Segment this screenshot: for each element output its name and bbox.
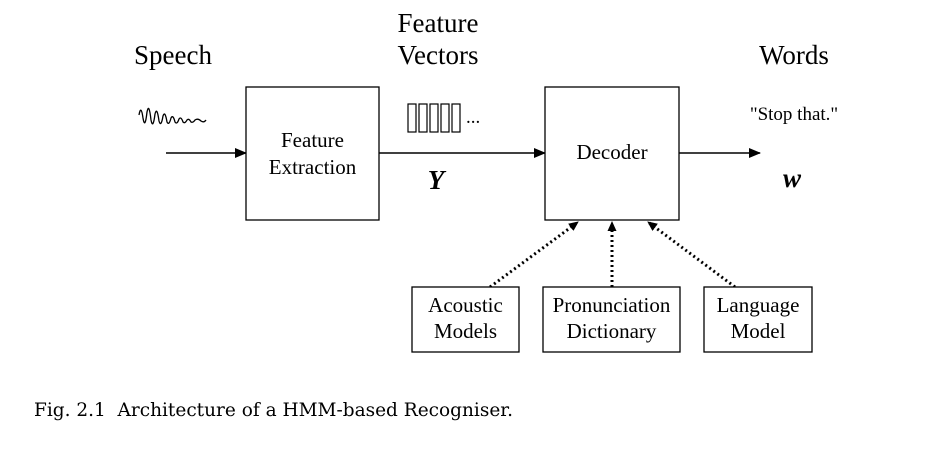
feature-vectors-label-line1: Feature (398, 8, 479, 38)
speech-label: Speech (134, 40, 212, 70)
pronunciation-dictionary-label-line2: Dictionary (567, 319, 657, 343)
figure-caption: Fig. 2.1 Architecture of a HMM-based Rec… (34, 400, 513, 421)
feature-vector-frame (429, 103, 439, 133)
acoustic-to-decoder-arrow (489, 220, 579, 289)
word-symbol-w: w (783, 163, 802, 193)
language-to-decoder-arrow (647, 220, 736, 289)
feature-symbol-Y: Y (428, 165, 447, 195)
feature-vector-frame (451, 103, 461, 133)
feature-vector-frame (418, 103, 428, 133)
language-model-box (703, 286, 813, 353)
feature-vector-frame (407, 103, 417, 133)
words-label: Words (759, 40, 829, 70)
feature-extraction-label-line2: Extraction (269, 155, 357, 179)
language-model-label-line1: Language (717, 293, 800, 317)
acoustic-models-box (411, 286, 520, 353)
acoustic-models-label-line2: Models (434, 319, 497, 343)
output-example-quote: "Stop that." (750, 104, 838, 125)
feature-vectors-label-line2: Vectors (398, 40, 479, 70)
feature-vectors-icon (407, 103, 461, 133)
pronunciation-dictionary-box (542, 286, 681, 353)
feature-vector-frame (440, 103, 450, 133)
feature-extraction-label-line1: Feature (281, 128, 344, 152)
speech-waveform-icon (138, 107, 207, 125)
acoustic-models-label-line1: Acoustic (428, 293, 503, 317)
decoder-label: Decoder (576, 140, 647, 164)
feature-extraction-box (245, 86, 380, 221)
pronunciation-dictionary-label-line1: Pronunciation (553, 293, 671, 317)
decoder-box (544, 86, 680, 221)
feature-ellipsis: ... (466, 107, 480, 128)
language-model-label-line2: Model (731, 319, 786, 343)
